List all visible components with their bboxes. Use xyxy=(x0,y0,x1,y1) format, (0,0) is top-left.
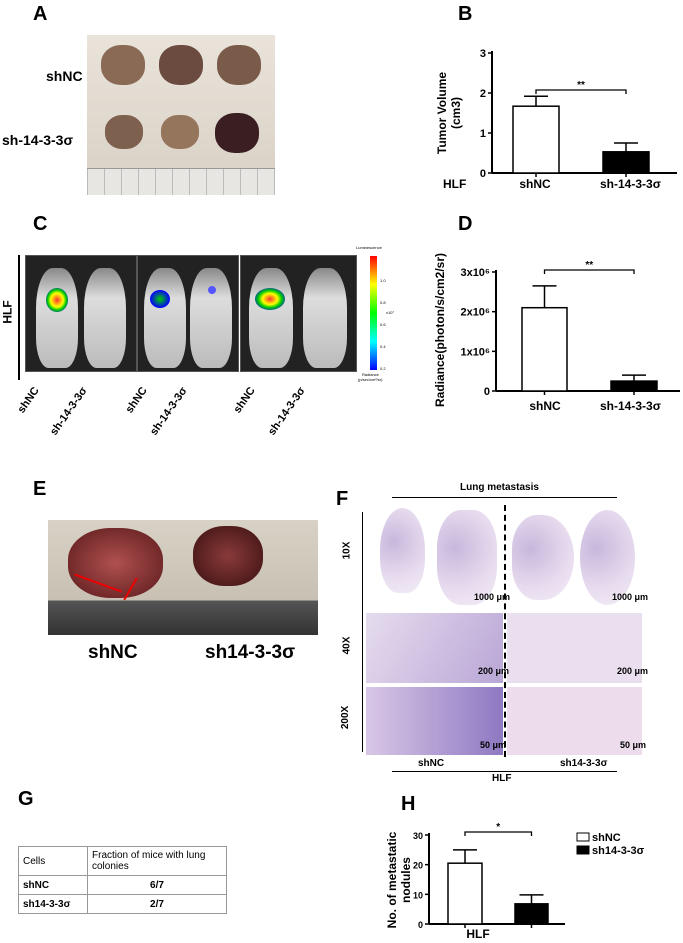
cell: 2/7 xyxy=(87,894,227,914)
significance-label: * xyxy=(496,822,500,833)
y-tick-label: 10 xyxy=(413,890,423,900)
y-tick-label: 20 xyxy=(413,861,423,871)
histology-200x-sh xyxy=(507,687,642,755)
colorbar-title: Luminescence xyxy=(356,245,382,250)
divider-line xyxy=(504,505,506,757)
bioluminescence-image-1 xyxy=(25,255,137,372)
y-tick-label: 0 xyxy=(418,920,423,930)
histology-40x-shnc xyxy=(366,613,503,683)
ruler xyxy=(87,168,275,195)
bar-shNC xyxy=(521,306,568,392)
bar-shNC xyxy=(447,862,483,925)
footer-line xyxy=(392,771,617,772)
colorbar-ticks: 1.0 0.8 0.6 0.4 0.2 xyxy=(380,270,386,380)
scale-bar: 1000 μm xyxy=(612,592,649,602)
panel-label-f: F xyxy=(336,488,349,510)
scale-bar: 50 μm xyxy=(480,740,507,750)
tumor-photo xyxy=(87,35,275,195)
table-row: sh14-3-3σ 2/7 xyxy=(18,894,227,914)
panel-label-h: H xyxy=(401,793,416,815)
colorbar-tick: 0.8 xyxy=(380,300,386,305)
y-tick-label: 0 xyxy=(484,386,490,398)
colorbar-tick: 0.4 xyxy=(380,344,386,349)
x-category-label: sh-14-3-3σ xyxy=(600,177,661,191)
table-header: Cells Fraction of mice with lung colonies xyxy=(18,846,227,876)
bioluminescence-image-2 xyxy=(137,255,239,372)
y-tick-label: 3x10⁶ xyxy=(460,267,490,279)
significance-bracket xyxy=(543,269,635,274)
footer-hlf: HLF xyxy=(492,773,512,784)
scale-bar: 200 μm xyxy=(478,666,510,676)
lung-photo xyxy=(48,520,318,635)
x-category-label: sh-14-3-3σ xyxy=(600,399,661,413)
legend-label: shNC xyxy=(592,832,621,844)
y-tick-label: 3 xyxy=(480,48,486,60)
bar-sh-14-3-3σ xyxy=(610,380,658,392)
group-label-shnc: shNC xyxy=(418,758,445,769)
histology-10x-shnc-1 xyxy=(380,508,425,593)
y-tick-label: 30 xyxy=(413,831,423,841)
group-label-sh14: sh14-3-3σ xyxy=(560,758,608,769)
y-tick-label: 0 xyxy=(480,168,486,180)
histology-10x-shnc-2 xyxy=(437,510,497,605)
x-axis-label: HLF xyxy=(443,177,466,191)
bar-sh14-3-3σ xyxy=(514,903,549,925)
significance-label: ** xyxy=(577,80,585,91)
label-sh14: sh14-3-3σ xyxy=(205,642,296,663)
row-label-shnc: shNC xyxy=(46,68,83,84)
histology-200x-shnc xyxy=(366,687,503,755)
bar-sh-14-3-3σ xyxy=(602,151,650,174)
colorbar-tick: 1.0 xyxy=(380,278,386,283)
y-axis-label: nodules xyxy=(399,857,413,903)
panel-label-g: G xyxy=(18,788,34,810)
histology-10x-sh-1 xyxy=(512,515,574,600)
panel-label-d: D xyxy=(458,213,473,235)
x-axis-label: HLF xyxy=(466,927,489,941)
y-axis-label: Radiance(photon/s/cm2/sr) xyxy=(433,253,447,407)
scale-bar: 200 μm xyxy=(617,666,649,676)
significance-label: ** xyxy=(585,260,593,271)
colorbar-tick: 0.6 xyxy=(380,322,386,327)
y-axis-label: No. of metastatic xyxy=(385,831,399,928)
panel-label-b: B xyxy=(458,3,473,25)
colorbar-units: (p/sec/cm²/sr) xyxy=(358,377,383,382)
legend-label: sh14-3-3σ xyxy=(592,845,645,857)
significance-bracket xyxy=(535,89,627,94)
y-axis-label: Tumor Volume xyxy=(435,72,449,155)
colorbar-tick: 0.2 xyxy=(380,366,386,371)
label-shnc: shNC xyxy=(88,642,138,663)
colorbar-bottom-label: Radiance xyxy=(362,372,379,377)
row-bracket xyxy=(362,512,363,752)
bioluminescence-image-3 xyxy=(240,255,357,372)
histology-40x-sh xyxy=(507,613,642,683)
scale-bar: 1000 μm xyxy=(474,592,511,602)
y-tick-label: 1 xyxy=(480,128,486,140)
scale-bar: 50 μm xyxy=(620,740,647,750)
x-category-label: shNC xyxy=(519,177,551,191)
lung-colonies-table: Cells Fraction of mice with lung colonies… xyxy=(18,846,227,914)
hlf-bracket xyxy=(18,255,20,380)
panel-label-c: C xyxy=(33,213,48,235)
significance-bracket xyxy=(464,831,533,836)
colorbar-multiplier: x10⁷ xyxy=(386,310,394,315)
y-tick-label: 2 xyxy=(480,88,486,100)
lung-metastasis-title: Lung metastasis xyxy=(460,482,539,493)
panel-label-a: A xyxy=(33,3,48,25)
legend-swatch xyxy=(576,832,590,842)
cell: sh14-3-3σ xyxy=(18,894,88,914)
bar-shNC xyxy=(512,105,560,174)
y-tick-label: 1x10⁶ xyxy=(460,346,490,358)
histology-10x-sh-2 xyxy=(580,510,635,605)
x-category-label: shNC xyxy=(529,399,561,413)
y-axis-label: (cm3) xyxy=(449,97,463,129)
header-fraction: Fraction of mice with lung colonies xyxy=(87,846,227,876)
row-label-sh14: sh-14-3-3σ xyxy=(2,132,74,148)
y-tick-label: 2x10⁶ xyxy=(460,307,490,319)
luminescence-colorbar xyxy=(370,256,377,370)
panel-label-e: E xyxy=(33,478,47,500)
legend-swatch xyxy=(576,845,590,855)
title-line xyxy=(392,497,617,498)
